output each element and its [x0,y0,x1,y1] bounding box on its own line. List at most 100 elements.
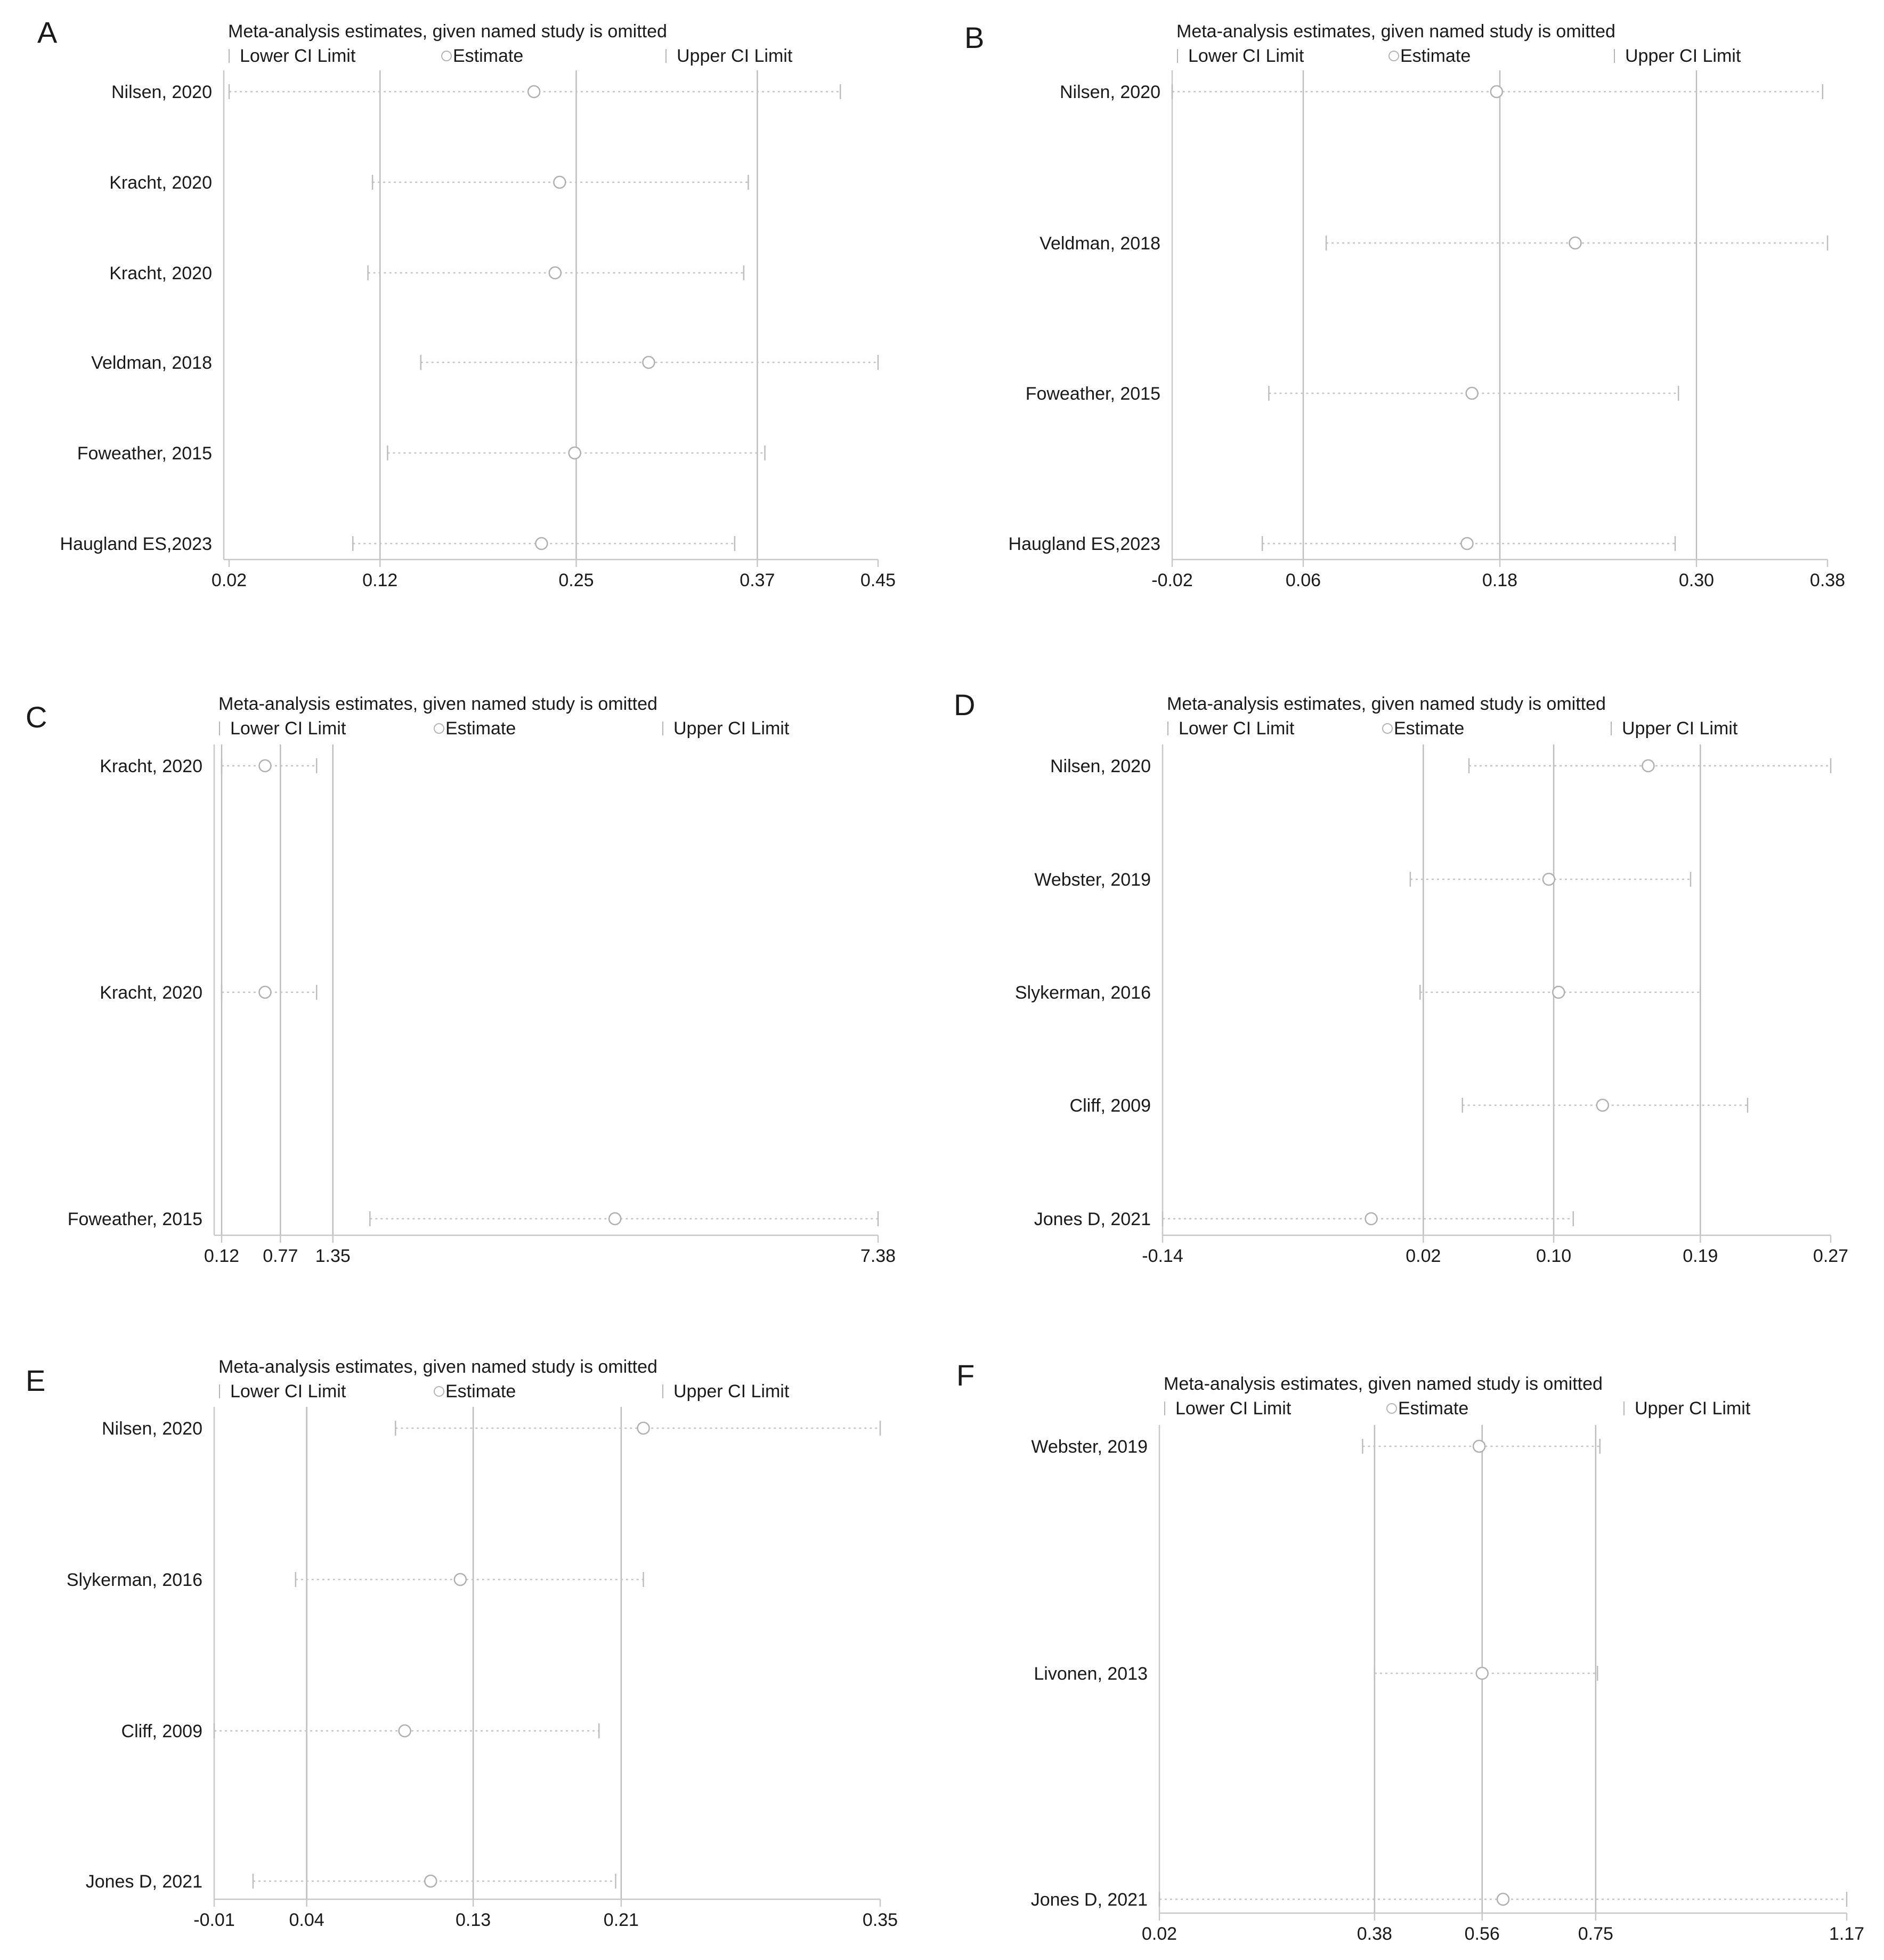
study-row: Slykerman, 2016 [67,1570,644,1590]
estimate-point [535,537,548,550]
legend-lower-label: Lower CI Limit [1175,1398,1292,1419]
estimate-point [1465,386,1479,400]
study-row: Kracht, 2020 [100,756,318,776]
study-label: Haugland ES,2023 [1009,534,1160,554]
legend-lower-label: Lower CI Limit [240,46,356,66]
study-label: Veldman, 2018 [1040,233,1160,254]
chart-title: Meta-analysis estimates, given named stu… [1176,21,1615,42]
x-tick-label: 7.38 [860,1246,896,1266]
legend: Lower CI Limit Estimate Upper CI Limit [219,1381,790,1402]
legend: Lower CI Limit Estimate Upper CI Limit [1167,718,1738,739]
study-label: Foweather, 2015 [1026,384,1160,404]
study-row: Veldman, 2018 [91,353,879,373]
x-tick-label: 0.02 [1142,1924,1177,1944]
study-row: Cliff, 2009 [121,1721,600,1742]
study-label: Haugland ES,2023 [60,534,212,554]
estimate-point [453,1573,467,1586]
legend-estimate-marker [1382,723,1393,734]
x-tick-label: 1.17 [1829,1924,1864,1944]
study-row: Webster, 2019 [1034,870,1692,890]
legend-upper-label: Upper CI Limit [1622,718,1738,739]
panel-b: B Meta-analysis estimates, given named st… [964,21,1845,590]
legend: Lower CI Limit Estimate Upper CI Limit [229,46,793,66]
x-tick-label: 0.35 [863,1910,898,1930]
study-label: Cliff, 2009 [121,1721,202,1742]
x-tick-label: -0.02 [1151,570,1193,590]
x-tick-label: 0.04 [289,1910,324,1930]
x-tick-label: 0.77 [263,1246,298,1266]
chart-title: Meta-analysis estimates, given named stu… [1167,694,1606,714]
legend-estimate-label: Estimate [1400,46,1471,66]
estimate-point [548,266,562,280]
legend-estimate-label: Estimate [445,1381,516,1402]
study-label: Webster, 2019 [1031,1437,1148,1457]
study-row: Veldman, 2018 [1040,233,1829,254]
legend-lower-label: Lower CI Limit [230,1381,346,1402]
panel-letter: B [964,21,984,54]
estimate-point [258,985,272,999]
chart-title: Meta-analysis estimates, given named stu… [1164,1374,1603,1394]
study-label: Foweather, 2015 [77,443,212,464]
study-label: Kracht, 2020 [100,983,202,1003]
legend-estimate-marker [434,723,444,734]
study-label: Nilsen, 2020 [1060,82,1160,102]
estimate-point [424,1874,437,1888]
panel-letter: A [37,15,58,49]
legend-lower-label: Lower CI Limit [1179,718,1295,739]
study-label: Nilsen, 2020 [1050,756,1151,776]
chart-title: Meta-analysis estimates, given named stu… [228,21,667,42]
estimate-point [1475,1666,1489,1680]
estimate-point [568,446,581,460]
x-tick-label: 0.21 [604,1910,639,1930]
panel-e: E Meta-analysis estimates, given named st… [26,1357,898,1930]
estimate-point [1490,85,1504,99]
x-tick-label: -0.01 [193,1910,235,1930]
chart-title: Meta-analysis estimates, given named stu… [218,694,657,714]
study-label: Slykerman, 2016 [1015,983,1151,1003]
legend-upper-label: Upper CI Limit [1635,1398,1751,1419]
estimate-point [1460,537,1474,550]
legend: Lower CI Limit Estimate Upper CI Limit [1177,46,1741,66]
x-tick-label: 0.25 [558,570,594,590]
panel-a: A Meta-analysis estimates, given named st… [37,15,896,590]
legend-estimate-marker [1388,51,1399,61]
legend-lower-label: Lower CI Limit [1188,46,1304,66]
study-row: Foweather, 2015 [77,443,766,464]
panel-letter: E [26,1364,45,1397]
x-tick-label: 0.02 [1406,1246,1441,1266]
panel-f: F Meta-analysis estimates, given named st… [956,1358,1864,1944]
legend-lower-label: Lower CI Limit [230,718,346,739]
study-row: Livonen, 2013 [1034,1664,1598,1684]
x-tick-label: 0.12 [362,570,397,590]
panel-c: C Meta-analysis estimates, given named st… [26,694,896,1266]
study-row: Foweather, 2015 [1026,384,1679,404]
study-label: Jones D, 2021 [1031,1890,1148,1910]
x-tick-label: -0.14 [1142,1246,1183,1266]
study-row: Jones D, 2021 [86,1872,616,1892]
panel-letter: D [954,688,975,722]
panel-d: D Meta-analysis estimates, given named st… [954,688,1848,1266]
study-row: Haugland ES,2023 [1009,534,1676,554]
study-label: Foweather, 2015 [68,1209,202,1229]
study-label: Cliff, 2009 [1070,1096,1151,1116]
x-tick-label: 0.56 [1465,1924,1500,1944]
chart-title: Meta-analysis estimates, given named stu… [218,1357,657,1377]
legend-estimate-label: Estimate [453,46,523,66]
estimate-point [398,1724,411,1738]
x-tick-label: 0.18 [1482,570,1517,590]
x-tick-label: 0.27 [1813,1246,1848,1266]
legend-upper-label: Upper CI Limit [1625,46,1741,66]
legend-upper-label: Upper CI Limit [677,46,793,66]
x-tick-label: 0.37 [740,570,775,590]
study-row: Nilsen, 2020 [102,1419,881,1439]
x-tick-label: 0.02 [212,570,247,590]
legend-estimate-label: Estimate [1394,718,1464,739]
x-tick-label: 0.06 [1286,570,1321,590]
estimate-point [1472,1439,1486,1453]
study-label: Nilsen, 2020 [102,1419,202,1439]
study-label: Kracht, 2020 [109,173,212,193]
estimate-point [1569,236,1582,250]
legend-estimate-label: Estimate [1398,1398,1468,1419]
panel-letter: C [26,700,47,734]
